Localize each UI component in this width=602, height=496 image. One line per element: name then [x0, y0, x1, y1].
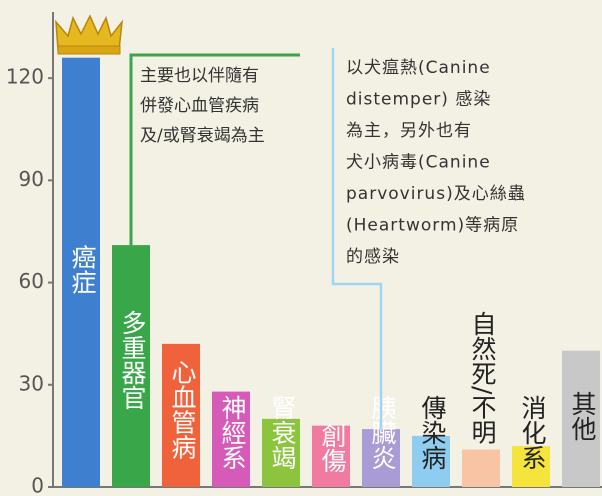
annotation-text: 以犬瘟熱(Canine — [346, 58, 491, 78]
bar — [312, 425, 350, 487]
bar — [562, 350, 600, 487]
bar-label: 癌症 — [68, 244, 97, 294]
annotation-text: 的感染 — [346, 247, 400, 267]
bar-label: 自然死/不明 — [468, 311, 497, 444]
bar — [412, 435, 450, 487]
crown — [55, 14, 124, 55]
annotation-text: parvovirus)及心絲蟲 — [346, 184, 526, 204]
bar — [262, 418, 300, 487]
annotation-text: (Heartworm)等病原 — [346, 216, 519, 236]
bar — [112, 245, 150, 487]
bar-label: 胰臟炎 — [368, 395, 397, 470]
annotation-text: 為主，另外也有 — [346, 121, 472, 141]
bar-label: 傳染病 — [418, 395, 447, 470]
y-tick-label: 120 — [6, 65, 44, 89]
annotation-text: 併發心血管疾病 — [140, 96, 259, 116]
bar-label: 消化系 — [518, 395, 547, 470]
y-tick-label: 30 — [19, 371, 44, 395]
callout-line — [331, 48, 383, 430]
bar-label: 腎衰竭 — [268, 395, 297, 470]
y-tick-label: 60 — [19, 269, 44, 293]
bar-label: 神經系 — [218, 395, 247, 470]
annotation-text: 及/或腎衰竭為主 — [140, 126, 265, 146]
y-tick-label: 0 — [31, 474, 44, 496]
annotation-text: 犬小病毒(Canine — [346, 153, 491, 173]
bar-label: 其他 — [568, 391, 597, 441]
bar — [512, 446, 550, 487]
annotation-text: 主要也以伴隨有 — [140, 66, 259, 86]
bar — [62, 57, 100, 487]
annotation-text: distemper) 感染 — [346, 90, 491, 110]
callout-line — [129, 53, 300, 246]
bar-label: 心血管病 — [168, 359, 197, 459]
bar — [162, 343, 200, 487]
bar — [212, 391, 250, 487]
bar-label: 多重器官 — [118, 310, 147, 410]
bar — [462, 449, 500, 487]
bar — [362, 429, 400, 487]
y-tick-label: 90 — [19, 167, 44, 191]
bar-label: 創傷 — [318, 423, 347, 473]
